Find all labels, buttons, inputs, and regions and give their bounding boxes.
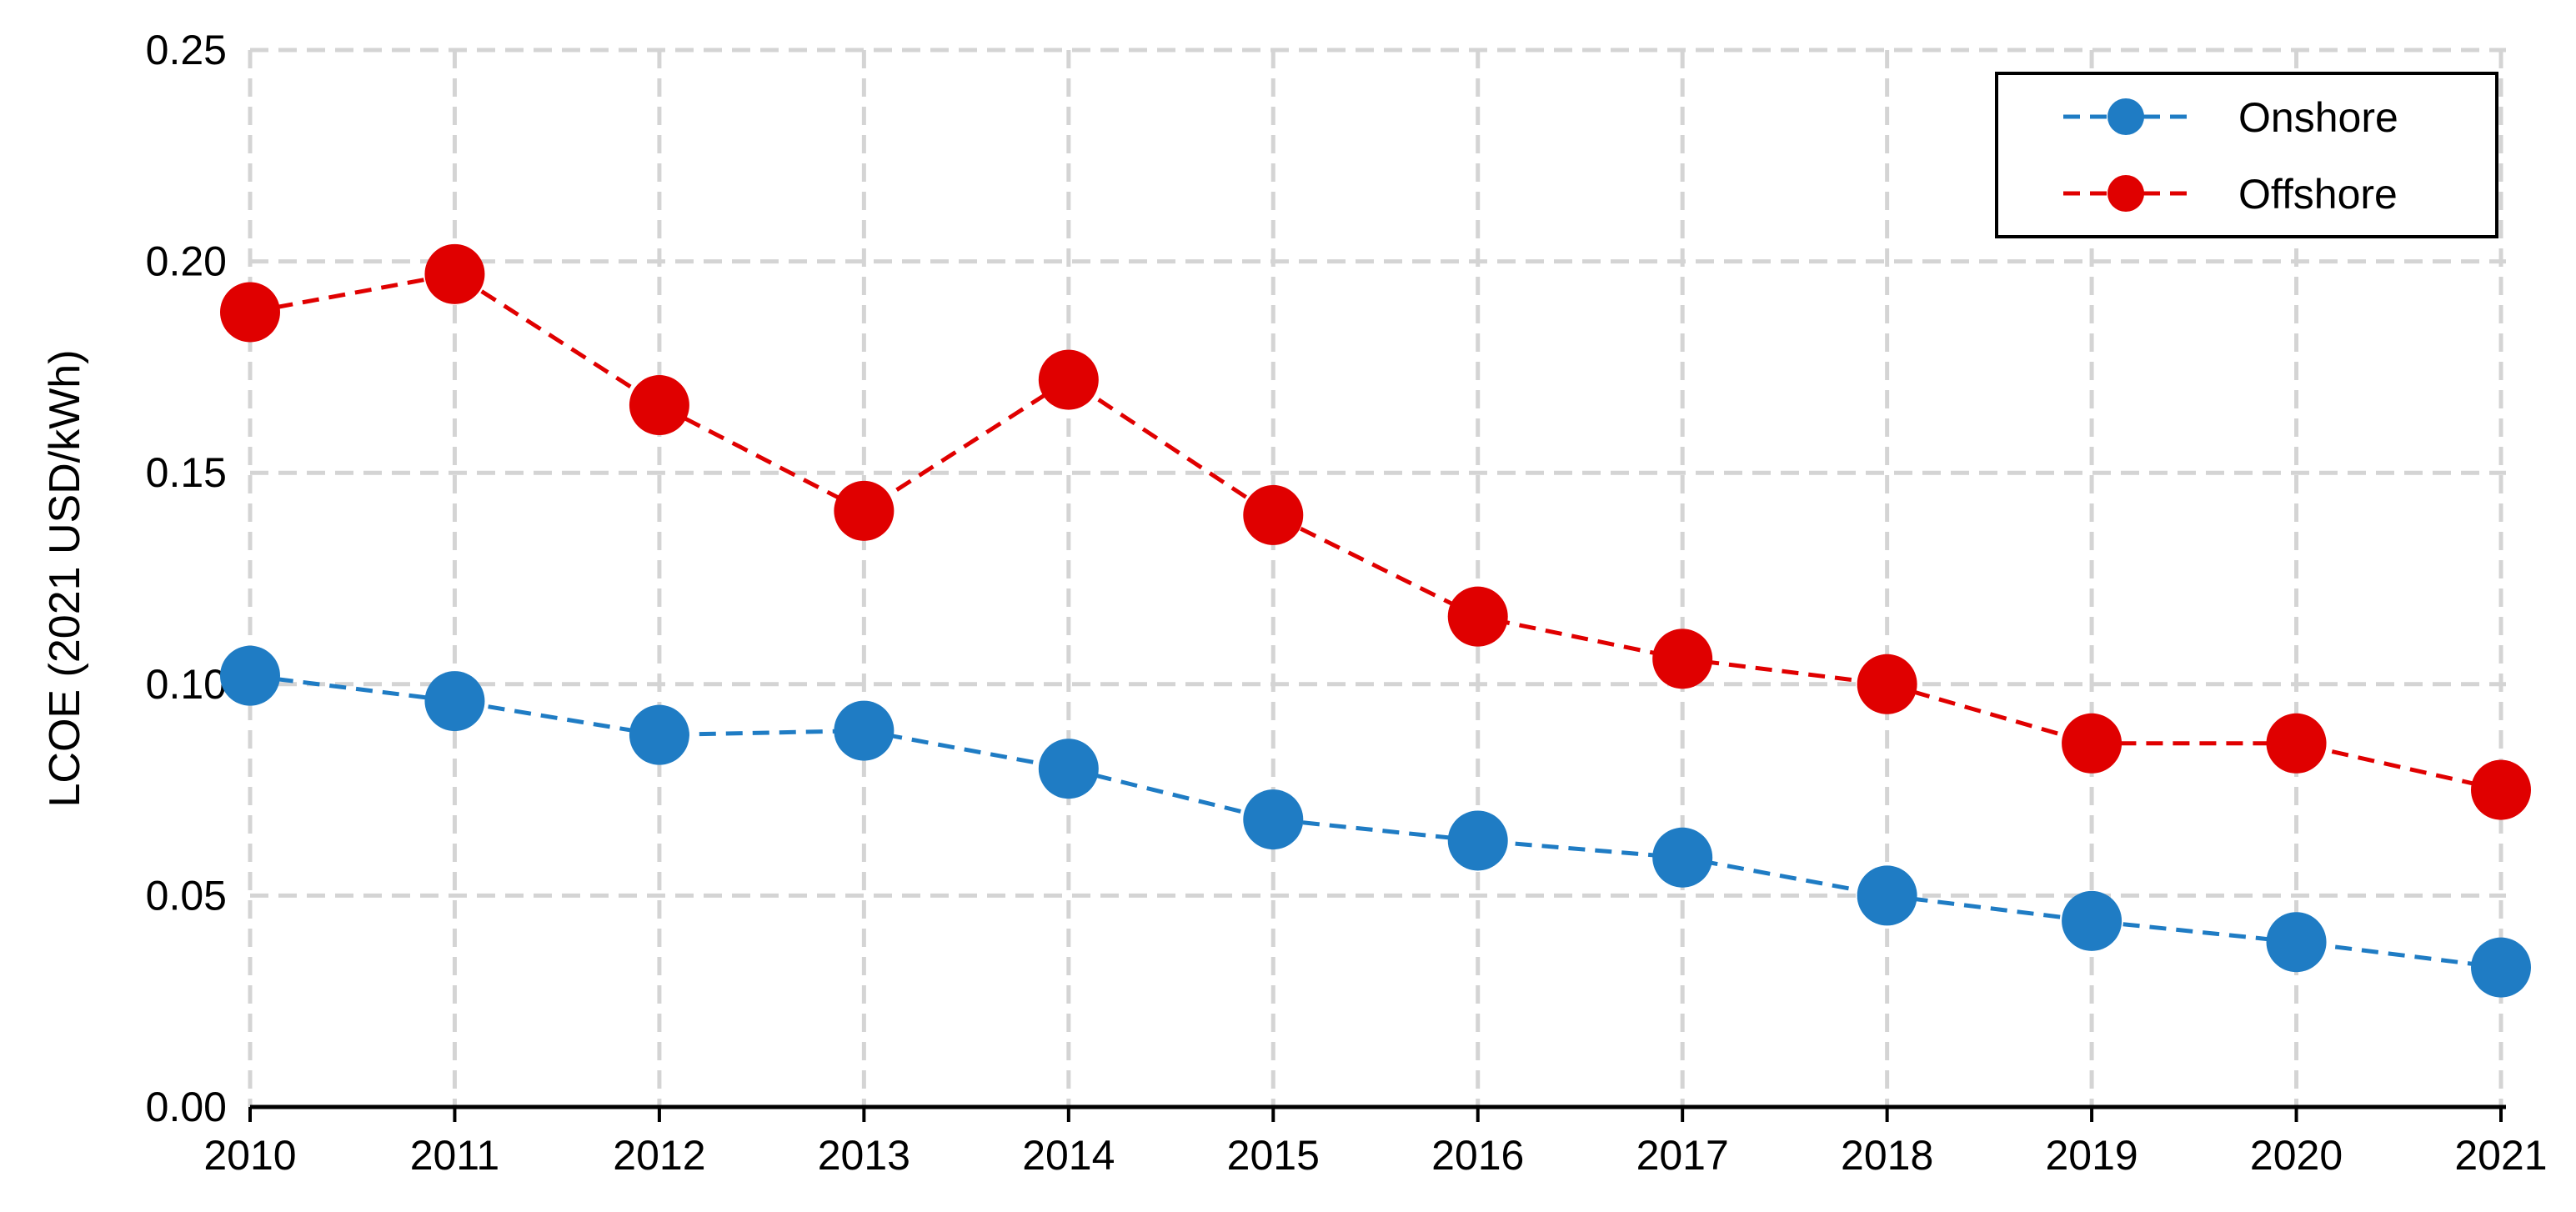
- data-point-onshore: [1652, 827, 1713, 888]
- x-tick-label: 2013: [818, 1132, 910, 1179]
- data-point-onshore: [220, 645, 280, 706]
- series-line-onshore: [249, 674, 2502, 970]
- x-tick-label: 2015: [1227, 1132, 1320, 1179]
- series-layer: [220, 243, 2531, 998]
- legend-marker-onshore: [2107, 98, 2144, 135]
- x-tick-labels: 2010 2011 2012 2013 2014 2015 2016 2017 2018 2019…: [203, 1132, 2547, 1179]
- data-point-onshore: [1447, 810, 1508, 871]
- y-axis-title: LCOE (2021 USD/kWh): [41, 349, 89, 807]
- data-point-onshore: [1243, 789, 1304, 850]
- data-point-onshore: [2266, 912, 2327, 973]
- data-point-offshore: [220, 282, 280, 343]
- data-point-onshore: [834, 700, 895, 761]
- x-tick-label: 2019: [2045, 1132, 2137, 1179]
- x-tick-label: 2020: [2250, 1132, 2343, 1179]
- x-tick-label: 2012: [613, 1132, 705, 1179]
- data-point-onshore: [629, 704, 689, 765]
- axes: [248, 1104, 2506, 1122]
- x-tick-label: 2021: [2454, 1132, 2547, 1179]
- data-point-offshore: [1857, 654, 1917, 714]
- data-point-onshore: [2471, 937, 2531, 998]
- x-tick-label: 2014: [1022, 1132, 1115, 1179]
- x-tick-label: 2018: [1841, 1132, 1933, 1179]
- data-point-offshore: [1652, 629, 1713, 689]
- y-tick-label: 0.10: [146, 661, 227, 708]
- legend-label-offshore: Offshore: [2238, 171, 2398, 218]
- data-point-onshore: [2062, 890, 2122, 951]
- legend-marker-offshore: [2107, 175, 2144, 212]
- x-tick-label: 2017: [1636, 1132, 1729, 1179]
- legend-label-onshore: Onshore: [2238, 94, 2398, 141]
- data-point-offshore: [2062, 713, 2122, 774]
- x-tick-label: 2010: [203, 1132, 296, 1179]
- data-point-offshore: [2266, 713, 2327, 774]
- y-tick-label: 0.05: [146, 872, 227, 919]
- series-line-offshore: [249, 272, 2502, 793]
- data-point-onshore: [1857, 865, 1917, 926]
- data-point-onshore: [424, 671, 485, 732]
- y-tick-labels: 0.00 0.05 0.10 0.15 0.20 0.25: [146, 27, 227, 1130]
- data-point-offshore: [1243, 484, 1304, 545]
- y-tick-label: 0.20: [146, 238, 227, 285]
- data-point-offshore: [1038, 349, 1099, 410]
- y-tick-label: 0.25: [146, 27, 227, 73]
- data-point-offshore: [834, 480, 895, 541]
- legend: Onshore Offshore: [1995, 72, 2498, 238]
- data-point-offshore: [1447, 586, 1508, 647]
- data-point-onshore: [1038, 739, 1099, 799]
- data-point-offshore: [629, 375, 689, 436]
- legend-box: [1995, 72, 2498, 238]
- data-point-offshore: [2471, 759, 2531, 820]
- x-tick-label: 2016: [1431, 1132, 1524, 1179]
- x-tick-label: 2011: [410, 1132, 500, 1179]
- data-point-offshore: [424, 243, 485, 304]
- y-tick-label: 0.00: [146, 1084, 227, 1130]
- y-tick-label: 0.15: [146, 449, 227, 496]
